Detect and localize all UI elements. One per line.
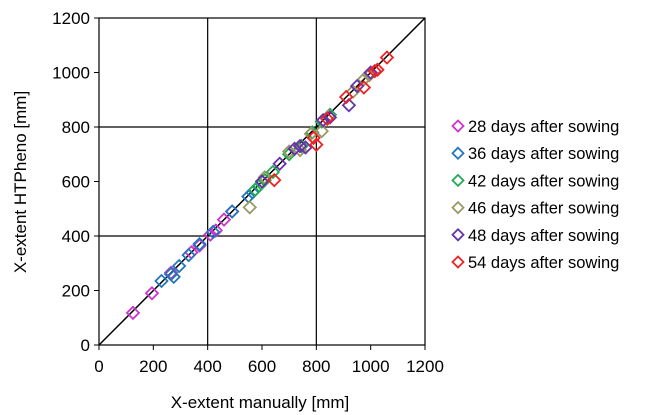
y-tick-label: 1000 bbox=[52, 64, 90, 83]
legend-marker bbox=[451, 255, 465, 269]
data-point bbox=[163, 265, 179, 281]
data-point bbox=[287, 141, 302, 157]
data-point bbox=[242, 200, 258, 215]
data-point bbox=[192, 236, 207, 252]
data-point bbox=[322, 110, 338, 125]
data-point bbox=[247, 182, 263, 197]
data-point bbox=[203, 227, 218, 242]
data-point bbox=[363, 65, 378, 80]
data-point bbox=[125, 305, 141, 321]
data-point bbox=[345, 84, 361, 99]
x-tick-label: 1200 bbox=[406, 357, 444, 376]
x-tick-label: 1000 bbox=[352, 357, 390, 376]
data-point bbox=[266, 172, 282, 188]
data-point bbox=[367, 63, 383, 79]
data-point bbox=[154, 273, 169, 289]
legend-label: 36 days after sowing bbox=[468, 145, 619, 163]
data-point bbox=[306, 130, 321, 146]
data-point bbox=[192, 238, 207, 253]
data-point bbox=[216, 212, 232, 227]
legend-label: 28 days after sowing bbox=[468, 118, 619, 136]
data-point bbox=[265, 164, 281, 180]
legend: 28 days after sowing 36 days after sowing… bbox=[451, 118, 619, 272]
data-point bbox=[257, 170, 272, 185]
y-tick-label: 1200 bbox=[52, 9, 90, 28]
legend-label: 46 days after sowing bbox=[468, 200, 619, 218]
legend-label: 48 days after sowing bbox=[468, 227, 619, 245]
series-6 bbox=[266, 50, 395, 188]
data-point bbox=[171, 258, 187, 274]
x-tick-label: 400 bbox=[193, 357, 221, 376]
data-point bbox=[281, 144, 297, 159]
y-axis-ticks: 0 200 400 600 800 1000 1200 bbox=[52, 9, 99, 355]
data-point bbox=[314, 123, 330, 139]
data-point bbox=[294, 138, 309, 154]
y-tick-label: 800 bbox=[62, 118, 90, 137]
legend-label: 42 days after sowing bbox=[468, 172, 619, 190]
x-tick-label: 200 bbox=[139, 357, 167, 376]
data-point bbox=[356, 80, 372, 95]
data-point bbox=[254, 174, 270, 189]
data-point bbox=[181, 247, 196, 263]
y-tick-label: 400 bbox=[62, 227, 90, 246]
data-point bbox=[303, 126, 319, 142]
data-point bbox=[205, 224, 221, 240]
y-tick-label: 0 bbox=[81, 336, 90, 355]
grid bbox=[99, 18, 425, 345]
data-point bbox=[319, 111, 335, 127]
data-point bbox=[144, 285, 160, 301]
x-tick-label: 0 bbox=[94, 357, 103, 376]
data-point bbox=[309, 137, 324, 152]
data-point bbox=[370, 62, 385, 78]
data-point bbox=[315, 112, 331, 128]
legend-marker bbox=[451, 146, 465, 160]
data-point bbox=[208, 223, 224, 238]
x-tick-label: 600 bbox=[248, 357, 276, 376]
data-point bbox=[379, 50, 395, 65]
y-tick-label: 600 bbox=[62, 173, 90, 192]
data-point bbox=[272, 156, 287, 172]
legend-marker bbox=[451, 119, 465, 133]
series-5 bbox=[254, 65, 378, 189]
legend-marker bbox=[451, 173, 465, 188]
x-axis-ticks: 0 200 400 600 800 1000 1200 bbox=[94, 345, 444, 376]
data-point bbox=[257, 172, 272, 188]
x-axis-title: X-extent manually [mm] bbox=[171, 393, 350, 412]
data-points bbox=[125, 50, 395, 321]
y-axis-title: X-extent HTPheno [mm] bbox=[11, 91, 30, 273]
y-tick-label: 200 bbox=[62, 282, 90, 301]
data-point bbox=[224, 204, 240, 219]
data-point bbox=[338, 89, 354, 105]
x-tick-label: 800 bbox=[302, 357, 330, 376]
data-point bbox=[298, 140, 313, 155]
data-point bbox=[356, 72, 372, 87]
legend-label: 54 days after sowing bbox=[468, 254, 619, 272]
legend-marker bbox=[451, 228, 465, 242]
data-point bbox=[341, 97, 357, 113]
data-point bbox=[245, 185, 260, 200]
data-point bbox=[166, 269, 181, 285]
legend-marker bbox=[451, 200, 465, 215]
